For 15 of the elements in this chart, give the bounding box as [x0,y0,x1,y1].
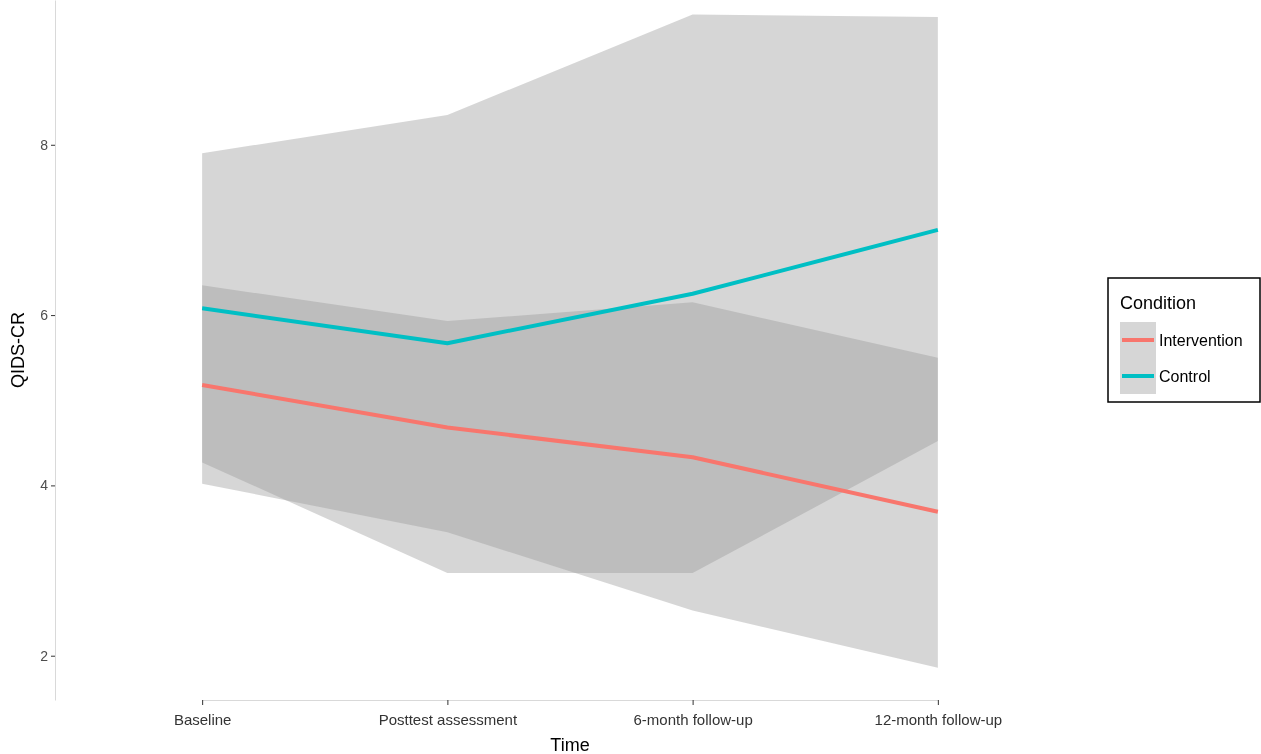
x-tick-label: 6-month follow-up [633,710,753,728]
y-tick-label: 8 [40,136,49,153]
line-series [200,227,940,346]
y-tick-label: 4 [40,477,49,494]
x-tick-label: 12-month follow-up [874,710,1003,728]
y-axis-title: QIDS-CR [8,312,28,388]
legend-title: Condition [1120,293,1197,313]
x-axis-title: Time [550,735,590,754]
x-tick-label: Baseline [173,710,232,728]
legend-label: Control [1159,367,1211,385]
line-series [200,382,940,514]
y-tick-label: 2 [40,647,49,664]
y-tick-label: 6 [40,307,49,324]
legend-label: Intervention [1159,331,1243,349]
x-tick-label: Posttest assessment [378,710,518,728]
